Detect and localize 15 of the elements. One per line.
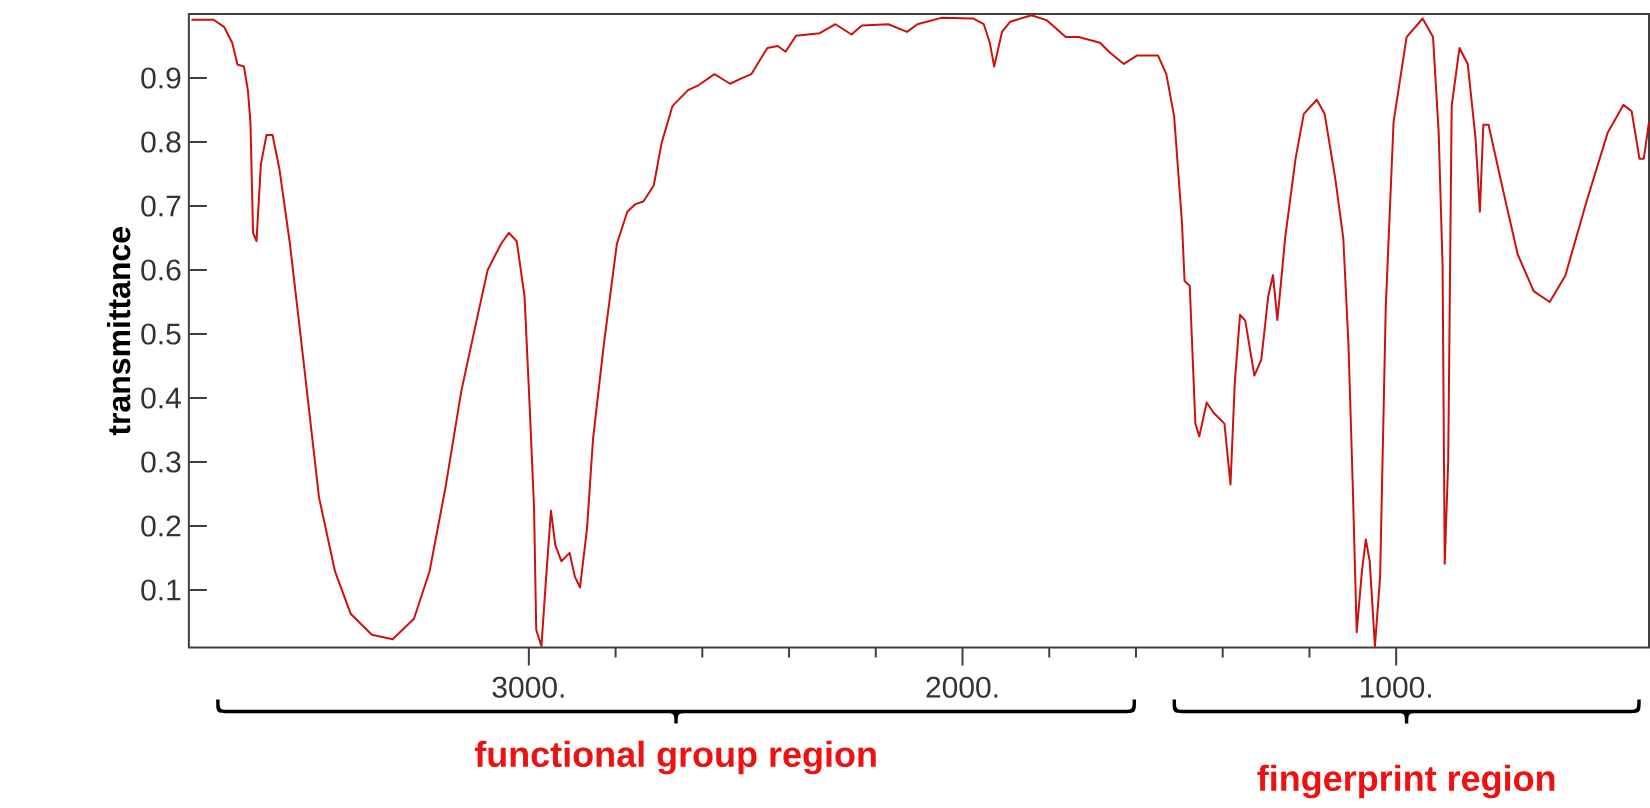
y-tick-label: 0.5 xyxy=(141,323,181,345)
y-tick-label: 0.7 xyxy=(141,195,181,217)
y-tick-label: 0.3 xyxy=(141,451,181,473)
x-tick-label: 3000. xyxy=(492,676,564,699)
y-axis-title: transmittance xyxy=(106,227,131,436)
text: functional group region xyxy=(474,740,876,775)
x-tick-label: 1000. xyxy=(1360,676,1431,699)
y-tick-label: 0.1 xyxy=(141,579,181,601)
text: fingerprint region xyxy=(1257,764,1555,799)
y-tick-label: 0.6 xyxy=(141,259,181,281)
y-tick-label: 0.2 xyxy=(141,515,181,537)
y-tick-label: 0.8 xyxy=(141,131,181,153)
x-tick-label: 2000. xyxy=(926,676,998,699)
y-tick-label: 0.4 xyxy=(141,387,181,409)
y-tick-label: 0.9 xyxy=(141,67,181,89)
